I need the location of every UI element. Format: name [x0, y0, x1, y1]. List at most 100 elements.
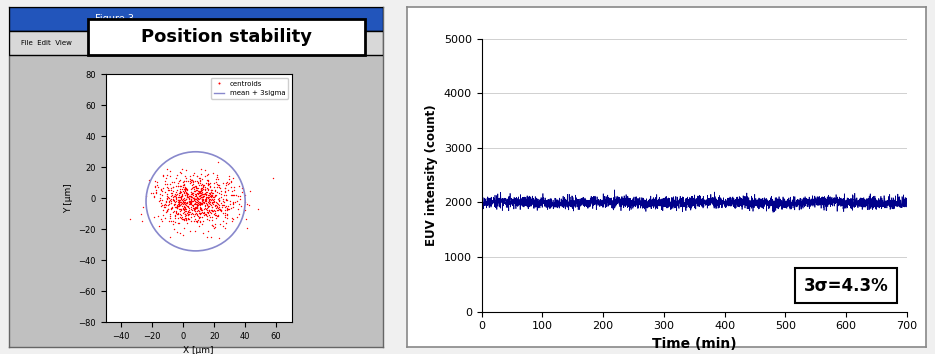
- Point: [200, 210, 215, 216]
- Point: [171, 202, 186, 207]
- Point: [189, 173, 204, 178]
- Point: [166, 193, 181, 199]
- Point: [201, 187, 216, 192]
- Point: [208, 193, 223, 199]
- Point: [177, 188, 192, 193]
- Point: [187, 200, 202, 205]
- Point: [195, 218, 210, 224]
- Point: [203, 187, 218, 193]
- Point: [209, 176, 223, 182]
- Point: [193, 211, 208, 217]
- Point: [191, 180, 206, 185]
- Point: [190, 219, 205, 225]
- Point: [185, 190, 200, 196]
- Point: [218, 180, 233, 186]
- Point: [188, 187, 203, 193]
- Point: [174, 197, 189, 203]
- Point: [163, 173, 178, 179]
- Point: [177, 225, 192, 231]
- Point: [201, 195, 216, 200]
- Point: [181, 199, 196, 205]
- Point: [201, 171, 216, 177]
- Point: [227, 199, 242, 204]
- Point: [182, 195, 197, 201]
- Point: [212, 185, 227, 191]
- Point: [172, 193, 187, 198]
- Point: [178, 204, 193, 210]
- Point: [176, 201, 191, 207]
- Point: [201, 198, 216, 204]
- Point: [181, 217, 196, 222]
- Point: [205, 196, 220, 201]
- Point: [206, 197, 221, 202]
- Point: [201, 203, 216, 209]
- Point: [170, 202, 185, 207]
- Point: [200, 207, 215, 212]
- Point: [155, 218, 170, 224]
- Point: [188, 210, 203, 215]
- Point: [198, 180, 213, 186]
- Point: [193, 202, 208, 208]
- Point: [200, 195, 215, 200]
- Point: [208, 203, 223, 209]
- Point: [187, 211, 202, 217]
- Point: [198, 197, 213, 203]
- Point: [189, 178, 204, 184]
- Point: [210, 205, 225, 211]
- Point: [189, 185, 204, 191]
- Point: [208, 193, 223, 199]
- Point: [204, 202, 219, 208]
- Point: [160, 208, 175, 214]
- Point: [160, 202, 175, 208]
- Point: [216, 199, 231, 205]
- Point: [163, 215, 178, 221]
- Point: [195, 215, 210, 220]
- Point: [180, 203, 195, 209]
- Point: [162, 195, 177, 201]
- Point: [194, 207, 209, 213]
- Point: [209, 200, 224, 206]
- Point: [201, 203, 216, 209]
- Point: [198, 191, 213, 196]
- Point: [217, 212, 232, 218]
- Point: [184, 177, 199, 183]
- Text: File  Edit  View: File Edit View: [21, 40, 71, 46]
- Point: [206, 201, 221, 207]
- Point: [188, 206, 203, 211]
- Point: [194, 187, 209, 193]
- Point: [188, 178, 203, 183]
- Point: [184, 207, 199, 213]
- Point: [180, 203, 194, 209]
- Point: [209, 213, 224, 219]
- Point: [211, 195, 226, 201]
- Point: [209, 207, 224, 213]
- Point: [199, 209, 214, 215]
- Point: [208, 202, 223, 208]
- Point: [178, 199, 193, 205]
- Point: [203, 197, 218, 202]
- Point: [183, 192, 198, 197]
- Point: [218, 188, 233, 194]
- Point: [183, 193, 198, 199]
- Point: [173, 208, 188, 214]
- Point: [194, 189, 209, 195]
- Point: [180, 191, 194, 197]
- Point: [206, 199, 221, 205]
- Point: [208, 224, 223, 229]
- Point: [209, 200, 223, 205]
- Point: [210, 207, 225, 213]
- Point: [225, 217, 240, 222]
- Point: [161, 185, 176, 190]
- Point: [148, 189, 163, 195]
- Point: [210, 159, 225, 165]
- Point: [160, 166, 175, 172]
- Point: [207, 225, 222, 231]
- Point: [147, 178, 162, 183]
- Point: [173, 215, 188, 221]
- Point: [200, 181, 215, 186]
- Point: [177, 182, 192, 188]
- Point: [221, 206, 236, 212]
- Point: [189, 212, 204, 218]
- Point: [203, 192, 218, 198]
- Legend: centroids, mean + 3sigma: centroids, mean + 3sigma: [211, 78, 288, 99]
